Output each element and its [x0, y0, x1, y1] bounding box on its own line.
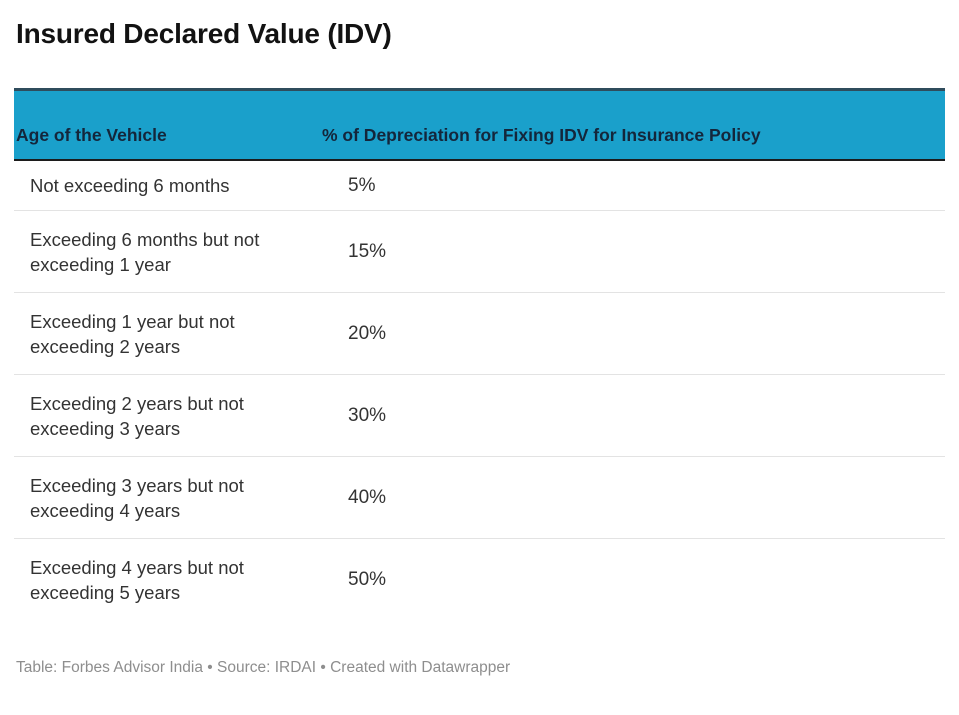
cell-depreciation-value: 50% — [348, 569, 387, 590]
table-row: Exceeding 3 years but not exceeding 4 ye… — [14, 457, 945, 539]
table-row: Exceeding 2 years but not exceeding 3 ye… — [14, 375, 945, 457]
table-row: Exceeding 6 months but not exceeding 1 y… — [14, 211, 945, 293]
cell-depreciation-value: 30% — [348, 405, 387, 426]
table-header-row: Age of the Vehicle % of Depreciation for… — [14, 88, 945, 161]
cell-vehicle-age: Exceeding 3 years but not exceeding 4 ye… — [30, 474, 244, 521]
cell-vehicle-age: Exceeding 1 year but not exceeding 2 yea… — [30, 310, 235, 357]
page-title: Insured Declared Value (IDV) — [16, 18, 392, 49]
cell-vehicle-age: Exceeding 4 years but not exceeding 5 ye… — [30, 556, 244, 603]
cell-vehicle-age: Not exceeding 6 months — [30, 175, 230, 196]
header-cell-age: Age of the Vehicle — [16, 125, 167, 145]
table-row: Exceeding 1 year but not exceeding 2 yea… — [14, 293, 945, 375]
idv-depreciation-table: Age of the Vehicle % of Depreciation for… — [14, 88, 945, 620]
cell-depreciation-value: 20% — [348, 323, 387, 344]
cell-depreciation-value: 5% — [348, 175, 376, 196]
cell-vehicle-age: Exceeding 2 years but not exceeding 3 ye… — [30, 392, 244, 439]
header-cell-depreciation: % of Depreciation for Fixing IDV for Ins… — [322, 125, 761, 145]
footer-credit: Table: Forbes Advisor India • Source: IR… — [16, 659, 511, 676]
table-row: Exceeding 4 years but not exceeding 5 ye… — [14, 539, 945, 620]
table-row: Not exceeding 6 months 5% — [14, 161, 945, 211]
cell-vehicle-age: Exceeding 6 months but not exceeding 1 y… — [30, 228, 260, 275]
cell-depreciation-value: 40% — [348, 487, 387, 508]
cell-depreciation-value: 15% — [348, 241, 387, 262]
